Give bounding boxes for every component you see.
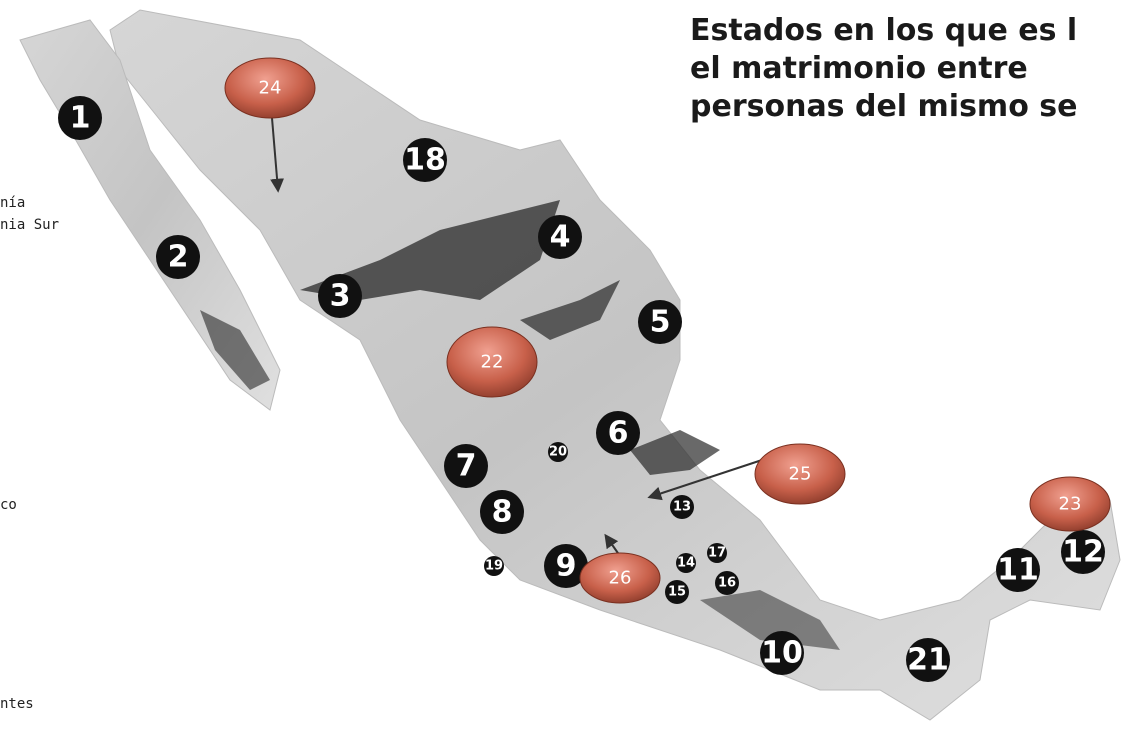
title-line: personas del mismo se — [690, 89, 1077, 124]
state-number: 7 — [456, 449, 477, 484]
state-number: 6 — [608, 416, 629, 451]
state-number: 11 — [997, 553, 1039, 588]
title-line: el matrimonio entre — [690, 51, 1028, 86]
state-number: 8 — [492, 495, 513, 530]
state-number: 16 — [718, 576, 736, 591]
side-label: ntes — [0, 696, 34, 712]
state-number: 10 — [761, 636, 803, 671]
state-number: 12 — [1062, 535, 1104, 570]
side-label: co — [0, 497, 17, 513]
state-number: 20 — [549, 445, 567, 460]
state-number: 15 — [668, 585, 686, 600]
state-number: 13 — [673, 500, 691, 515]
state-number: 2 — [168, 240, 189, 275]
bubble-label: 23 — [1059, 494, 1082, 515]
state-number: 14 — [677, 556, 695, 571]
bubble-label: 22 — [481, 352, 504, 373]
bubble-label: 26 — [609, 568, 632, 589]
state-number: 9 — [556, 549, 577, 584]
state-number: 4 — [550, 220, 571, 255]
bubble-label: 24 — [259, 78, 282, 99]
map: Estados en los que es l el matrimonio en… — [0, 0, 1129, 738]
side-label: nía — [0, 195, 25, 211]
state-number: 19 — [485, 559, 503, 574]
state-number: 1 — [70, 101, 91, 136]
state-number: 5 — [650, 305, 671, 340]
state-number: 18 — [404, 143, 446, 178]
bubble-label: 25 — [789, 464, 812, 485]
title-line: Estados en los que es l — [690, 13, 1077, 48]
state-number: 3 — [330, 279, 351, 314]
state-number: 21 — [907, 643, 949, 678]
state-number: 17 — [708, 546, 726, 561]
page: Estados en los que es l el matrimonio en… — [0, 0, 1129, 738]
side-label: nia Sur — [0, 217, 59, 233]
